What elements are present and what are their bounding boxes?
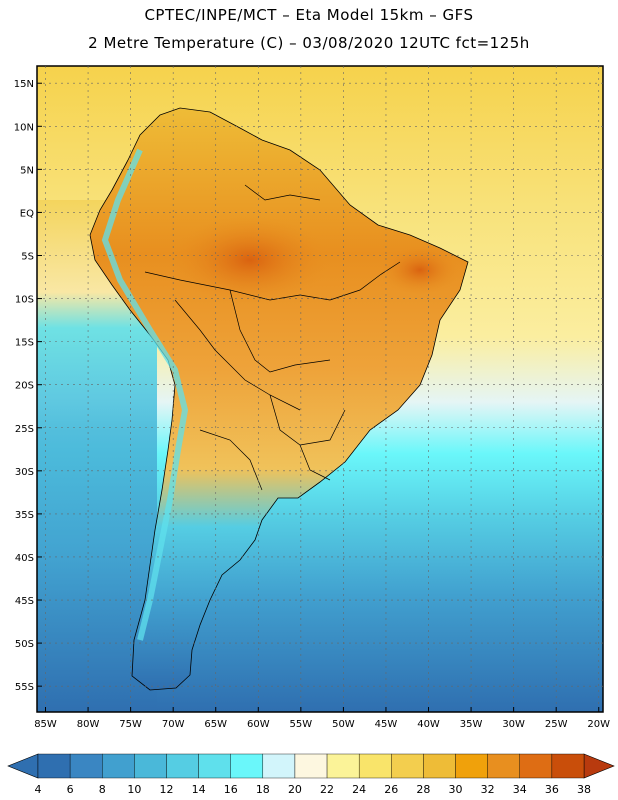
colorbar-label: 32: [481, 783, 495, 796]
colorbar-box: [326, 753, 360, 779]
colorbar-box: [358, 753, 392, 779]
colorbar-label: 22: [320, 783, 334, 796]
colorbar-low-arrow: [7, 753, 39, 779]
map-title-line2: 2 Metre Temperature (C) – 03/08/2020 12U…: [88, 34, 530, 52]
colorbar-high-arrow: [583, 753, 615, 779]
colorbar-label: 4: [35, 783, 42, 796]
colorbar-label: 10: [127, 783, 141, 796]
map-frame: [36, 65, 604, 713]
lon-label: 60W: [247, 719, 270, 730]
lat-label: 10S: [15, 295, 34, 306]
amazon-hotspot: [170, 215, 330, 305]
lon-label: 40W: [417, 719, 440, 730]
colorbar-label: 14: [192, 783, 206, 796]
lon-label: 55W: [290, 719, 313, 730]
colorbar-label: 26: [384, 783, 398, 796]
lat-label: 15S: [15, 338, 34, 349]
lat-label: 35S: [15, 510, 34, 521]
colorbar-label: 12: [159, 783, 173, 796]
lon-label: 75W: [119, 719, 142, 730]
longitude-labels: 85W 80W 75W 70W 65W 60W 55W 50W 45W 40W 35W 30W 25W 2…: [34, 719, 610, 730]
lon-label: 35W: [460, 719, 483, 730]
colorbar-box: [230, 753, 264, 779]
colorbar-label: 34: [513, 783, 527, 796]
graticule: [37, 66, 603, 712]
colorbar-box: [455, 753, 488, 779]
colorbar-label: 38: [577, 783, 591, 796]
colorbar-box: [134, 753, 167, 779]
lat-label: 45S: [15, 596, 34, 607]
colorbar-label: 16: [224, 783, 238, 796]
lat-label: 55S: [15, 682, 34, 693]
latitude-labels: 15N 10N 5N EQ 5S 10S 15S 20S 25S 30S 35S 40S 45S 50S 5…: [14, 79, 34, 693]
lon-label: 70W: [162, 719, 185, 730]
lon-label: 85W: [34, 719, 57, 730]
colorbar-box: [69, 753, 103, 779]
colorbar-box: [551, 753, 585, 779]
lat-label: 5N: [20, 165, 34, 176]
lat-label: 40S: [15, 553, 34, 564]
colorbar-label: 30: [449, 783, 463, 796]
colorbar-box: [519, 753, 553, 779]
lon-label: 65W: [204, 719, 227, 730]
colorbar-box: [423, 753, 456, 779]
colorbar-box: [37, 753, 71, 779]
colorbar-label: 18: [256, 783, 270, 796]
lat-label: 30S: [15, 467, 34, 478]
lon-label: 45W: [375, 719, 398, 730]
lat-label: 5S: [21, 251, 34, 262]
lat-label: EQ: [20, 208, 34, 219]
country-borders: [144, 184, 401, 491]
colorbar-box: [487, 753, 520, 779]
colorbar-box: [391, 753, 424, 779]
colorbar-label: 36: [545, 783, 559, 796]
colorbar-box: [262, 753, 296, 779]
andes-cold-ridge: [101, 148, 189, 641]
lon-label: 20W: [587, 719, 610, 730]
colorbar-label: 20: [288, 783, 302, 796]
lat-label: 15N: [14, 79, 34, 90]
northeast-hotspot: [380, 245, 460, 295]
colorbar-box: [166, 753, 199, 779]
colorbar-label: 6: [67, 783, 74, 796]
colorbar-label: 28: [416, 783, 430, 796]
lon-label: 25W: [545, 719, 568, 730]
lat-label: 25S: [15, 424, 34, 435]
colorbar-label: 8: [99, 783, 106, 796]
map-title-line1: CPTEC/INPE/MCT – Eta Model 15km – GFS: [144, 6, 474, 24]
colorbar-box: [102, 753, 135, 779]
colorbar-box: [294, 753, 328, 779]
colorbar-label: 24: [352, 783, 366, 796]
lat-label: 10N: [14, 122, 34, 133]
lon-label: 50W: [332, 719, 355, 730]
lon-label: 30W: [502, 719, 525, 730]
colorbar-box: [198, 753, 231, 779]
lon-label: 80W: [77, 719, 100, 730]
lat-label: 20S: [15, 381, 34, 392]
lat-label: 50S: [15, 639, 34, 650]
